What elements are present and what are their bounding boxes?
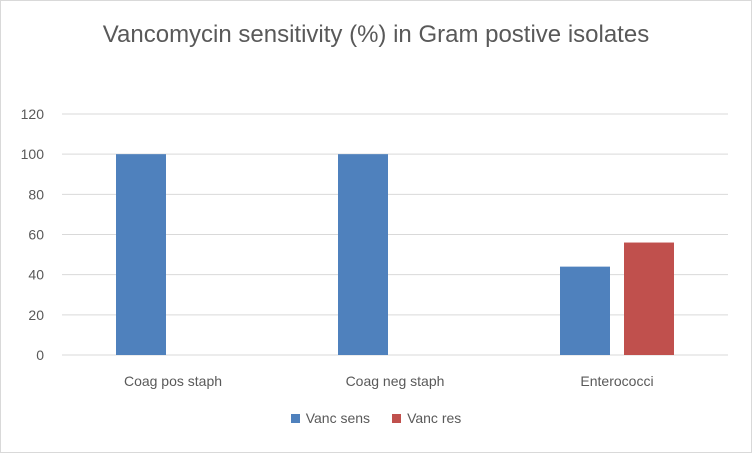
x-category-label: Coag neg staph — [346, 373, 445, 389]
bar-vanc-res-2 — [624, 242, 674, 355]
legend-label: Vanc res — [407, 410, 462, 426]
legend-item: Vanc res — [392, 410, 461, 426]
y-tick-label: 100 — [21, 146, 45, 162]
x-category-label: Enterococci — [580, 373, 653, 389]
bar-vanc-sens-2 — [560, 266, 610, 355]
chart-title: Vancomycin sensitivity (%) in Gram posti… — [102, 21, 650, 48]
bar-vanc-sens-0 — [116, 154, 166, 355]
y-tick-label: 40 — [28, 267, 44, 283]
y-tick-label: 80 — [28, 186, 44, 202]
bar-vanc-sens-1 — [338, 154, 388, 355]
y-tick-label: 0 — [36, 347, 44, 363]
y-tick-label: 20 — [28, 307, 44, 323]
legend-label: Vanc sens — [305, 410, 371, 426]
legend-swatch — [290, 413, 300, 423]
y-tick-label: 120 — [21, 106, 45, 122]
y-tick-label: 60 — [28, 227, 44, 243]
legend: Vanc sens Vanc res — [0, 410, 752, 426]
x-category-label: Coag pos staph — [124, 373, 222, 389]
legend-item: Vanc sens — [290, 410, 371, 426]
legend-swatch — [392, 413, 402, 423]
